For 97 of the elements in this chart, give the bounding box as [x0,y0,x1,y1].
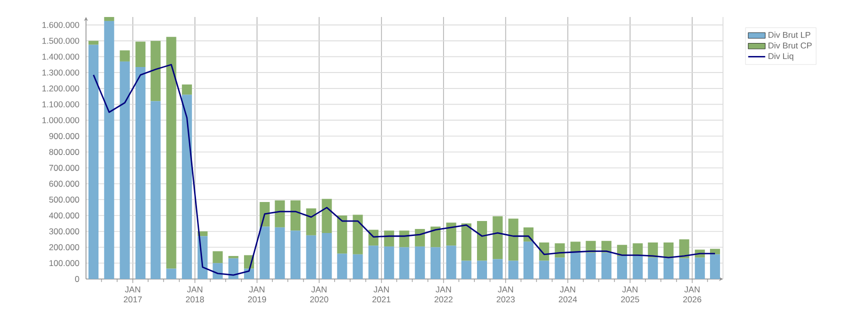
y-tick-label: 900.000 [49,133,80,140]
legend-label: Div Brut CP [768,42,812,48]
bar [228,258,238,279]
bar [664,242,674,258]
bar [710,254,720,279]
bar [539,260,550,279]
bar [212,251,223,264]
bar [88,44,98,279]
y-tick-label: 500.000 [49,196,80,203]
bar [508,218,518,261]
bar [430,226,441,248]
x-tick-label: JAN 2021 [372,286,390,302]
y-tick-label: 1.000.000 [42,117,80,124]
x-tick-label: JAN 2026 [683,286,702,302]
bar [104,20,114,279]
y-tick-label: 600.000 [49,180,80,187]
bar [414,228,425,246]
bar [228,256,238,258]
bar [104,16,114,21]
bar [135,67,146,279]
bar [461,260,472,279]
bar [290,230,301,279]
x-tick-label: JAN 2018 [186,286,204,302]
x-tick-label: JAN 2020 [310,286,328,302]
bar [679,239,690,258]
bar [120,50,130,62]
bar [322,198,332,233]
bar [212,263,223,279]
bar [88,40,98,45]
bar [384,246,394,279]
bar [664,258,674,279]
bar [352,214,363,254]
x-tick-label: JAN 2017 [124,286,142,302]
bar [414,246,425,279]
y-tick-label: 700.000 [49,164,80,171]
bar [648,242,658,258]
bar [477,260,488,279]
bar [384,230,394,246]
bar [306,208,316,236]
bar [135,42,146,68]
x-tick-label: JAN 2023 [496,286,515,302]
bar [150,40,161,102]
y-tick-label: 1.100.000 [42,101,80,108]
bar [274,227,285,279]
y-tick-label: 1.600.000 [42,22,80,28]
bar [492,216,503,260]
bar [337,254,348,279]
x-tick-label: JAN 2024 [558,286,577,302]
legend-label: Div Liq [768,52,794,61]
bar [477,221,488,261]
bar [150,101,161,279]
y-tick-label: 400.000 [49,212,80,218]
bar [182,84,192,95]
y-tick-label: 1.500.000 [42,38,80,44]
bar [166,36,176,269]
y-tick-label: 200.000 [49,244,80,250]
bar [446,246,456,279]
bar [523,242,534,279]
bar [570,252,580,279]
bar [554,258,565,279]
bar [182,94,192,279]
bar [601,252,612,279]
bar [632,256,643,279]
bar [166,268,176,279]
bar [586,252,596,279]
bar [617,256,628,279]
bar [694,258,705,279]
line-series [92,64,716,276]
bar [648,258,658,279]
bar [399,230,410,248]
bar [446,222,456,246]
bar [461,223,472,261]
bar [679,258,690,279]
bar [368,246,378,279]
y-tick-label: 800.000 [49,148,80,155]
bar [322,232,332,279]
bar [120,61,130,279]
bar [260,226,270,279]
bar [399,247,410,279]
bar [352,254,363,279]
x-tick-label: JAN 2025 [621,286,640,302]
bar [306,235,316,279]
bar [290,200,301,231]
y-tick-label: 100.000 [50,260,80,266]
bar [508,260,518,279]
y-tick-label: 300.000 [49,228,80,234]
y-tick-label: 1.400.000 [42,54,80,60]
bar [337,215,348,254]
y-tick-label: 0 [75,276,80,282]
x-tick-label: JAN 2019 [248,286,266,302]
bar [430,247,441,279]
x-tick-label: JAN 2022 [434,286,453,302]
y-tick-label: 1.300.000 [42,70,80,76]
legend-label: Div Brut LP [768,32,810,38]
bar [492,259,503,279]
bar [274,200,285,228]
y-tick-label: 1.200.000 [42,85,80,92]
